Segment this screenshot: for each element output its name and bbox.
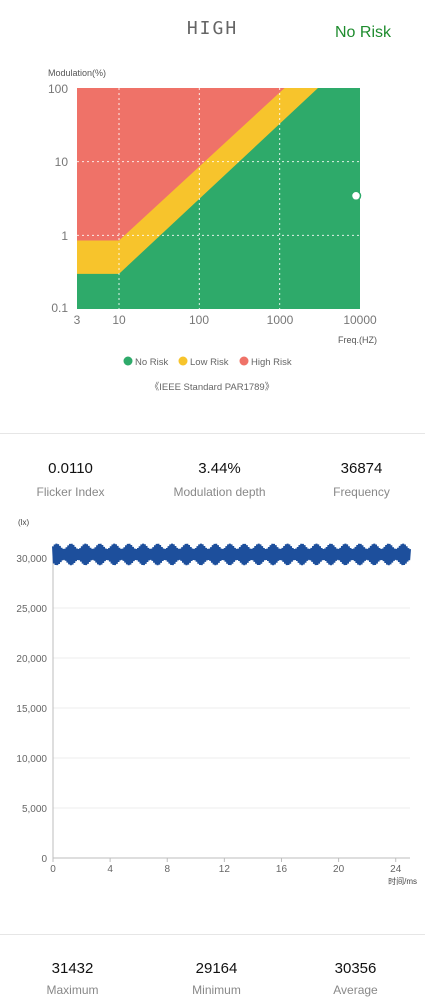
modulation-depth-value: 3.44% <box>198 460 241 477</box>
waveform-series-line <box>52 543 411 566</box>
wave-ytick: 10,000 <box>16 754 47 765</box>
flicker-index-label: Flicker Index <box>36 485 105 499</box>
risk-xtick-10000: 10000 <box>343 313 377 327</box>
average-label: Average <box>333 983 378 997</box>
wave-xlabel: 时间/ms <box>388 876 417 886</box>
risk-xlabel: Freq.(HZ) <box>338 335 377 345</box>
risk-status: No Risk <box>334 24 391 41</box>
risk-ytick-1: 1 <box>61 229 68 243</box>
wave-xtick: 20 <box>333 864 345 875</box>
wave-ytick: 30,000 <box>16 554 47 565</box>
risk-ytick-10: 10 <box>55 155 69 169</box>
wave-xtick: 4 <box>107 864 113 875</box>
legend-no-risk-dot <box>123 356 133 366</box>
frequency-stat: 36874 Frequency <box>291 460 425 499</box>
average-value: 30356 <box>334 960 377 977</box>
modulation-depth-stat: 3.44% Modulation depth <box>149 460 290 499</box>
wave-ytick: 15,000 <box>16 704 47 715</box>
section-divider-top <box>0 433 425 434</box>
mode-label: HIGH <box>186 18 239 39</box>
risk-xtick-3: 3 <box>74 313 81 327</box>
waveform-chart: (lx) 时间/ms 0 5,000 10,000 15,000 20,000 25,00… <box>16 518 417 886</box>
maximum-value: 31432 <box>51 960 94 977</box>
wave-ytick: 20,000 <box>16 654 47 665</box>
frequency-value: 36874 <box>340 460 383 477</box>
flicker-index-value: 0.0110 <box>48 460 93 477</box>
wave-xtick: 8 <box>164 864 170 875</box>
modulation-depth-label: Modulation depth <box>173 485 266 499</box>
maximum-label: Maximum <box>46 983 99 997</box>
risk-ytick-0.1: 0.1 <box>51 301 68 315</box>
risk-ylabel: Modulation(%) <box>48 68 106 78</box>
legend-low-risk-label: Low Risk <box>190 357 229 368</box>
wave-xtick: 16 <box>276 864 288 875</box>
legend-no-risk-label: No Risk <box>135 357 169 368</box>
wave-xtick: 24 <box>390 864 402 875</box>
wave-ytick: 5,000 <box>22 804 47 815</box>
average-stat: 30356 Average <box>285 960 425 997</box>
minimum-label: Minimum <box>192 983 241 997</box>
frequency-label: Frequency <box>333 485 390 499</box>
risk-xtick-10: 10 <box>112 313 126 327</box>
wave-ylabel: (lx) <box>18 518 29 527</box>
maximum-stat: 31432 Maximum <box>2 960 143 997</box>
legend-high-risk-label: High Risk <box>251 357 292 368</box>
minimum-stat: 29164 Minimum <box>146 960 287 997</box>
standard-label: 《IEEE Standard PAR1789》 <box>150 382 274 393</box>
legend-high-risk-dot <box>239 356 249 366</box>
risk-xtick-100: 100 <box>189 313 209 327</box>
risk-chart: Modulation(%) 100 10 1 0.1 3 10 100 1000… <box>48 68 377 393</box>
flicker-index-stat: 0.0110 Flicker Index <box>0 460 141 499</box>
wave-xtick: 0 <box>50 864 56 875</box>
no-risk-region <box>77 88 360 309</box>
measured-point <box>350 190 362 202</box>
wave-ytick: 25,000 <box>16 604 47 615</box>
legend-low-risk-dot <box>178 356 188 366</box>
risk-xtick-1000: 1000 <box>267 313 294 327</box>
wave-xtick: 12 <box>219 864 231 875</box>
risk-ytick-100: 100 <box>48 82 68 96</box>
section-divider-bottom <box>0 934 425 935</box>
wave-ytick: 0 <box>41 854 47 865</box>
minimum-value: 29164 <box>195 960 238 977</box>
